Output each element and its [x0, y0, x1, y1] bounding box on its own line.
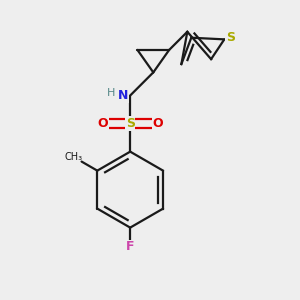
Text: H: H: [107, 88, 115, 98]
Text: F: F: [126, 240, 134, 253]
Text: O: O: [98, 117, 108, 130]
Text: O: O: [152, 117, 163, 130]
Text: S: S: [126, 117, 135, 130]
Text: CH₃: CH₃: [64, 152, 82, 162]
Text: S: S: [226, 31, 235, 44]
Text: N: N: [118, 89, 128, 102]
